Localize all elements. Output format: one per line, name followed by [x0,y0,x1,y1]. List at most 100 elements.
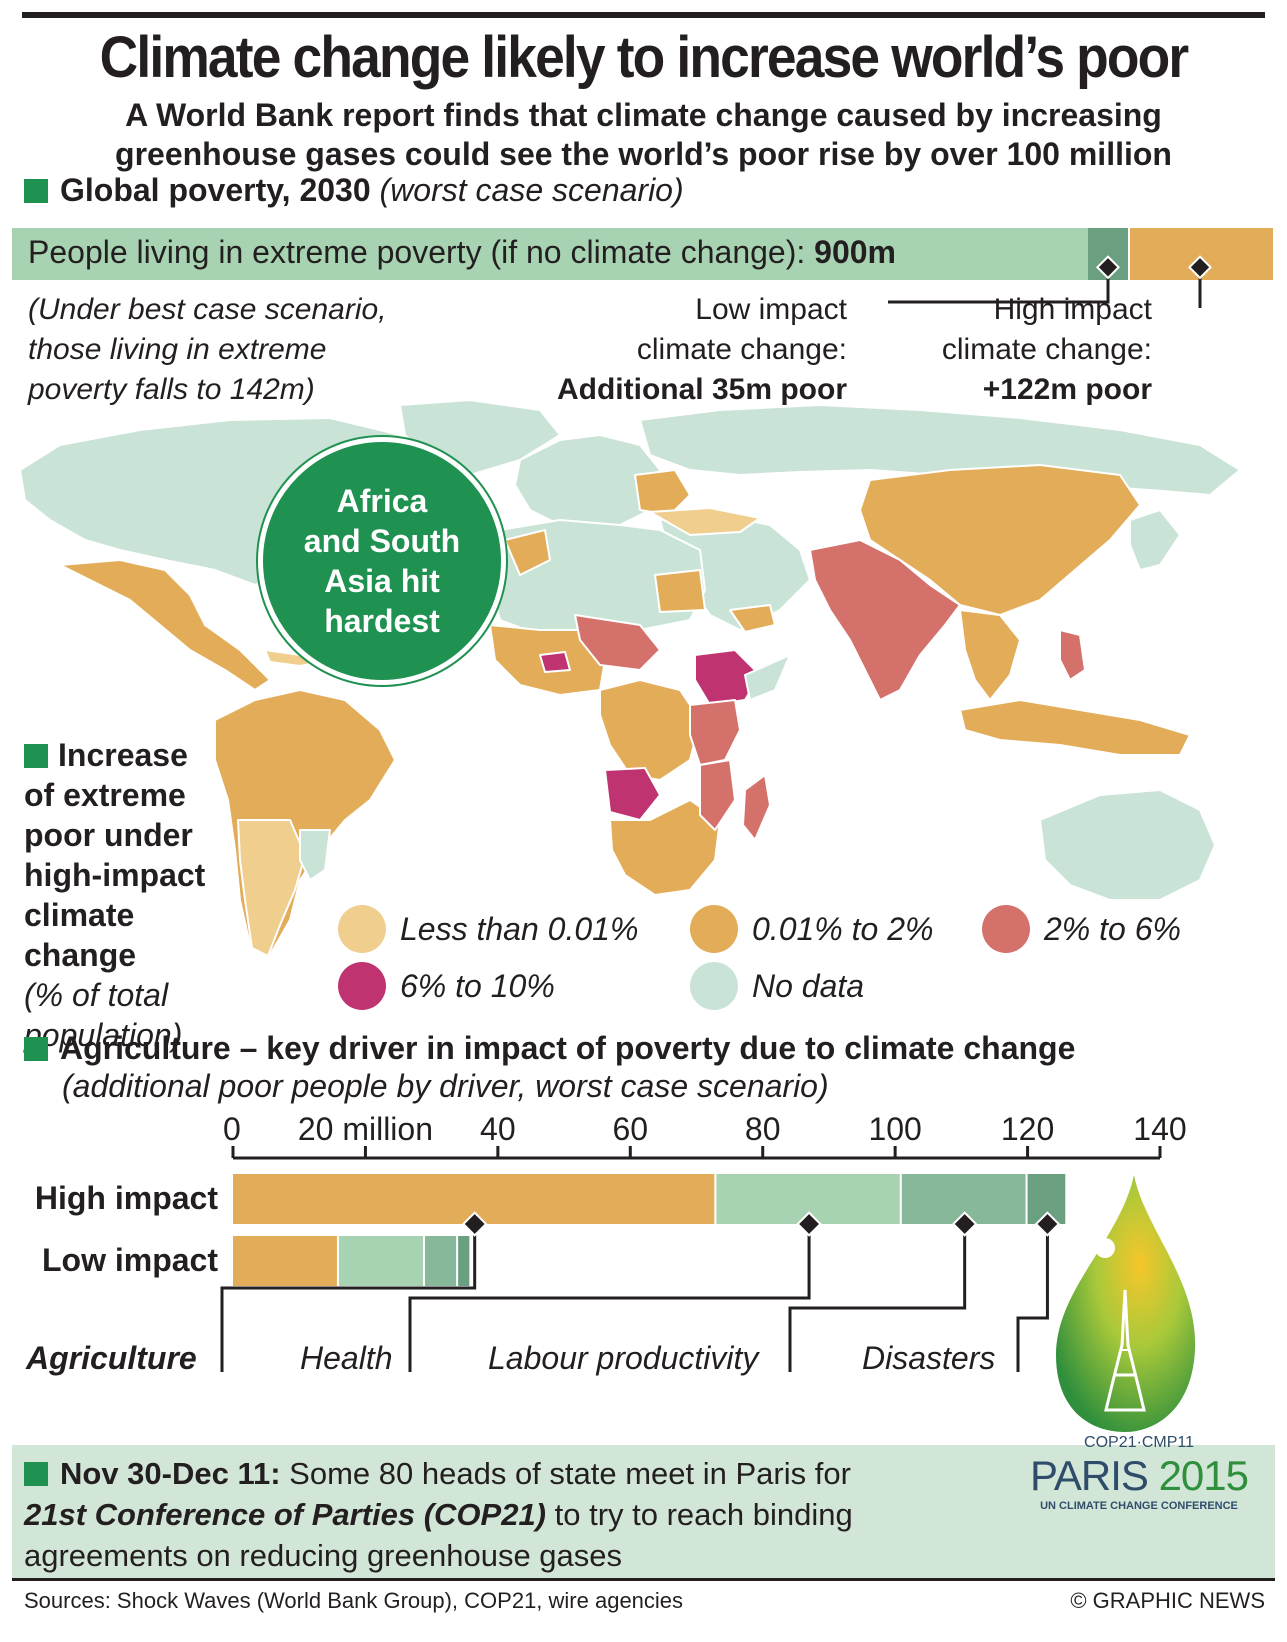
leader-line [220,1224,477,1372]
credit: © GRAPHIC NEWS [1070,1588,1265,1613]
map-china [859,464,1141,616]
subtitle-line-1: A World Bank report finds that climate c… [125,97,1162,133]
x-tick-label: 0 [223,1111,241,1147]
map-korea-japan [1129,509,1181,571]
legend-title-line-3: poor under [24,817,193,853]
legend-swatch [982,905,1030,953]
map-australia [1039,789,1216,901]
legend-note-line-1: (% of total [24,977,169,1013]
x-tick-label: 60 [612,1111,648,1147]
bottom-rule [12,1578,1275,1581]
map-chile-argentina [237,819,306,957]
poverty-leader-lines [888,255,1213,308]
map-philippines [1059,629,1086,681]
cop21-logo-text: COP21·CMP11 PARIS 2015 UN CLIMATE CHANGE… [1028,1434,1250,1512]
map-southeast-asia [959,609,1021,701]
leader-diamond [796,1211,822,1237]
map-southern-africa [609,799,721,896]
high-impact-line-1: High impact [993,293,1152,326]
bar-segment-disasters [458,1236,470,1286]
logo-paris: PARIS [1029,1452,1159,1499]
cop21-logo-drop-icon [1056,1175,1196,1432]
x-tick-label: 80 [745,1111,781,1147]
callout-line-1: Africa [336,483,428,519]
sources: Sources: Shock Waves (World Bank Group),… [24,1588,684,1613]
legend-item: No data [690,962,864,1010]
high-impact-line-2: climate change: [941,333,1152,366]
row-label-low-impact: Low impact [41,1242,218,1278]
map-indonesia [959,699,1191,756]
map-burkina [539,651,571,673]
legend-label: 0.01% to 2% [752,910,934,947]
leader-diamond [461,1211,488,1237]
best-case-line-1: (Under best case scenario, [28,293,387,326]
map-paraguay-uruguay [299,829,331,881]
section-marker-icon [24,179,48,203]
legend-title-line-4: high-impact [24,857,206,893]
logo-year: 2015 [1158,1452,1249,1499]
x-tick-label: 40 [480,1111,516,1147]
map-east-africa [689,699,741,766]
legend-swatch [338,962,386,1010]
map-morocco [504,529,551,576]
poverty-bar-label: People living in extreme poverty (if no … [28,234,896,271]
row-label-high-impact: High impact [34,1180,218,1216]
legend-item: Less than 0.01% [338,905,638,953]
footer-text-1: Some 80 heads of state meet in Paris for [280,1456,851,1491]
driver-label-labour: Labour productivity [488,1340,759,1376]
agriculture-subheading: (additional poor people by driver, worst… [62,1068,829,1104]
subtitle-line-2: greenhouse gases could see the world’s p… [115,136,1172,172]
section-marker-icon [24,1462,48,1486]
footer-text-3: agreements on reducing greenhouse gases [24,1538,623,1573]
poverty-heading: Global poverty, 2030 (worst case scenari… [24,172,684,209]
map-europe [514,434,661,531]
poverty-bar-value: 900m [814,234,896,270]
leader-line [408,1224,811,1372]
leader-line [1016,1224,1049,1372]
driver-label-disasters: Disasters [862,1340,996,1376]
best-case-line-2: those living in extreme [28,333,327,366]
footer-panel [12,1445,1275,1580]
callout-line-2: and South [303,523,461,559]
legend-label: Less than 0.01% [400,910,639,947]
best-case-note: (Under best case scenario, those living … [28,290,387,410]
legend-item: 2% to 6% [982,905,1181,953]
legend-note-line-2: population) [24,1017,183,1053]
driver-bar-chart: 0 20 million 40 60 80 100 120 140 [220,1111,1187,1372]
x-tick-label: 140 [1133,1111,1186,1147]
callout-line-4: hardest [324,603,440,639]
legend-title-line-6: change [24,937,137,973]
low-impact-line-2: climate change: [636,333,847,366]
agriculture-heading: Agriculture – key driver in impact of po… [24,1030,1075,1067]
map-mozambique [699,759,736,831]
leader-diamond [1034,1211,1061,1237]
map-egypt [654,569,706,613]
page-subtitle: A World Bank report finds that climate c… [22,96,1265,174]
logo-line-2: PARIS 2015 [1028,1452,1250,1500]
map-legend-title: Increase of extreme poor under high-impa… [24,735,205,1055]
legend-swatch [690,905,738,953]
section-marker-icon [24,1037,48,1061]
bar-segment-health [338,1236,424,1286]
footer-text-2: to try to reach binding [546,1497,853,1532]
leader-line [788,1224,967,1372]
map-central-africa [599,679,701,781]
agriculture-heading-text: Agriculture – key driver in impact of po… [60,1030,1076,1066]
map-angola [604,767,661,821]
legend-title-line-5: climate [24,897,135,933]
section-marker-icon [24,744,48,768]
legend-label: 6% to 10% [400,967,555,1004]
legend-label: No data [752,967,865,1004]
poverty-bar-baseline [12,228,1100,280]
high-impact-note: High impact climate change: +122m poor [942,290,1152,410]
bar-segment-agriculture [233,1236,337,1286]
poverty-heading-note: (worst case scenario) [379,172,684,208]
legend-title-line-2: of extreme [24,777,186,813]
logo-line-3: UN CLIMATE CHANGE CONFERENCE [1040,1500,1238,1512]
map-mexico [59,559,271,691]
legend-swatch [338,905,386,953]
map-sahel [574,614,661,671]
legend-label: 2% to 6% [1044,910,1181,947]
poverty-bar-label-text: People living in extreme poverty (if no … [28,234,806,270]
world-map [19,400,1241,957]
